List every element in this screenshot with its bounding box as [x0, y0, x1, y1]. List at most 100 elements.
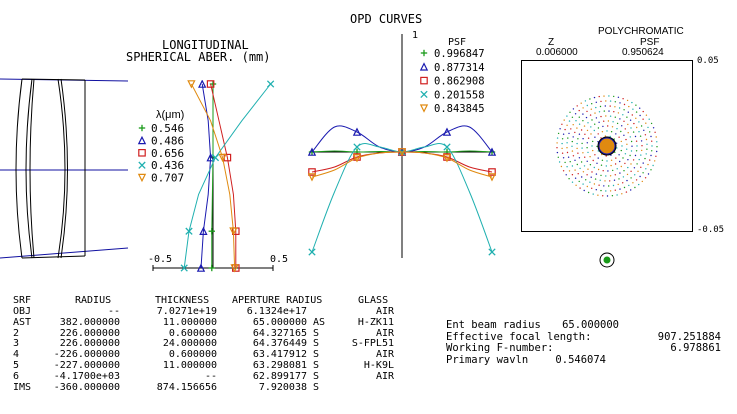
spot-dot: [614, 163, 617, 165]
table-cell-radius: -227.000000: [53, 360, 120, 371]
spot-dot: [613, 111, 615, 113]
spot-dot: [623, 109, 625, 111]
spot-dot: [578, 109, 580, 112]
spot-dot: [611, 195, 614, 197]
table-header: THICKNESS: [155, 295, 210, 306]
table-cell-aperture: 63.417912: [252, 349, 307, 361]
spot-dot: [565, 174, 567, 176]
spot-dot: [655, 136, 657, 138]
spot-dot: [626, 148, 628, 150]
spot-dot: [582, 171, 585, 173]
spot-dot: [635, 179, 638, 181]
spot-dot: [605, 165, 607, 167]
table-cell-radius: 226.000000: [59, 338, 120, 350]
spot-dot: [578, 180, 580, 183]
table-cell-radius: --: [107, 306, 120, 317]
lsa-series-point: [206, 153, 215, 162]
spot-dot: [626, 179, 628, 182]
table-cell-flag: S: [313, 327, 320, 339]
spot-dot: [586, 174, 588, 176]
table-cell-radius: -360.000000: [53, 381, 120, 393]
table-cell-thickness: --: [204, 370, 217, 382]
spot-dot: [609, 105, 611, 107]
spot-dot: [569, 161, 571, 163]
spot-dot: [600, 115, 602, 118]
spot-dot: [645, 122, 647, 124]
spot-dot: [583, 189, 585, 192]
spot-dot: [651, 150, 653, 152]
spot-dot: [566, 142, 568, 144]
spot-dot: [585, 116, 588, 119]
table-cell-flag: S: [313, 349, 320, 361]
spot-dot: [568, 170, 571, 172]
spot-dot: [578, 133, 581, 135]
spot-dot: [578, 123, 581, 125]
spot-dot: [610, 131, 613, 133]
spot-dot: [634, 174, 636, 176]
spot-dot: [624, 153, 627, 155]
table-cell-srf: 2: [13, 327, 20, 339]
spot-dot: [598, 111, 601, 113]
opd-series-point: [487, 173, 497, 182]
table-cell-srf: 3: [13, 338, 20, 350]
lsa-series-point: [180, 264, 188, 272]
spot-dot: [622, 114, 624, 116]
table-cell-glass: H-ZK11: [357, 316, 394, 328]
spot-dot: [604, 180, 606, 182]
spot-dot: [591, 187, 593, 189]
lsa-legend-label: 0.546: [151, 122, 184, 135]
spot-dot: [615, 142, 618, 144]
spot-dot: [579, 187, 581, 189]
spot-dot: [586, 142, 588, 144]
table-cell-thickness: 24.000000: [162, 338, 217, 350]
airy-disk-icon: [599, 252, 615, 268]
spot-dot: [577, 152, 579, 154]
spot-dot: [632, 182, 634, 184]
spot-dot: [635, 111, 638, 113]
spot-dot: [577, 138, 579, 140]
spot-dot: [623, 170, 625, 172]
lsa-chart: [152, 80, 275, 273]
spot-dot: [593, 166, 595, 169]
table-cell-flag: S: [313, 360, 320, 371]
lsa-series-point: [266, 80, 275, 88]
spot-dot: [569, 111, 571, 113]
spot-dot: [568, 120, 571, 122]
spot-dot: [650, 135, 652, 138]
spot-dot: [608, 110, 610, 112]
spot-dot: [587, 122, 589, 124]
spot-dot: [616, 147, 618, 149]
spot-dot: [614, 151, 616, 153]
spot-dot: [570, 128, 572, 130]
table-header: SRF: [13, 295, 32, 306]
spot-dot: [610, 159, 613, 161]
spot-dot: [633, 122, 635, 125]
table-cell-aperture: 62.899177: [252, 370, 307, 382]
spot-dot: [596, 145, 598, 148]
spot-axis-bottom-label: -0.05: [697, 225, 725, 235]
spot-dot: [591, 119, 593, 121]
spot-dot: [581, 142, 583, 145]
opd-axis-top-label: 1: [412, 30, 419, 41]
spot-dot: [652, 164, 654, 167]
spot-dot: [595, 106, 597, 109]
spot-dot: [642, 118, 644, 120]
opd-psf-header: PSF: [448, 37, 467, 48]
spot-dot: [594, 136, 596, 138]
spot-dot: [584, 133, 586, 135]
table-cell-flag: S: [313, 381, 320, 393]
airy-circle: [597, 136, 617, 156]
spot-dot: [592, 140, 594, 143]
spot-dot: [589, 156, 591, 158]
spot-dot: [593, 96, 596, 99]
spot-dot: [609, 115, 612, 117]
spot-dot: [595, 101, 597, 103]
table-cell-glass: S-FPL51: [351, 338, 394, 350]
spot-dot: [567, 156, 570, 158]
spot-dot: [566, 147, 568, 149]
spot-dot: [633, 167, 636, 169]
spot-dot: [568, 178, 570, 180]
spot-dot: [656, 146, 658, 148]
spot-dot: [656, 150, 658, 153]
